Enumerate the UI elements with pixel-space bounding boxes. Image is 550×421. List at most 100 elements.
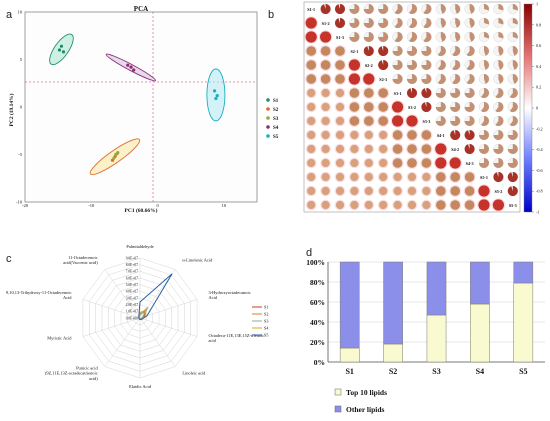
pca-xtick: 10 — [222, 203, 227, 208]
corr-circle — [335, 130, 345, 140]
pca-point-S4-3 — [132, 68, 136, 72]
pca-legend-label-S3: S3 — [273, 117, 279, 122]
corr-pie — [484, 74, 489, 84]
corr-circle — [321, 144, 330, 154]
corr-circle — [321, 200, 330, 210]
pca-xtick: -20 — [22, 203, 29, 208]
pca-point-S3-2 — [114, 152, 118, 157]
corr-circle — [364, 88, 374, 98]
corr-label: S1-1 — [307, 7, 315, 12]
pca-point-S5-1 — [212, 89, 217, 93]
corr-pie — [423, 4, 432, 14]
radar-axis-label: Palmitaldehyde — [126, 244, 153, 249]
radar-spoke — [82, 299, 141, 319]
radar-axis-label: Elaidic Acid — [129, 384, 152, 389]
corr-circle — [335, 102, 345, 112]
corr-pie — [481, 116, 489, 126]
corr-circle — [335, 88, 345, 98]
corr-circle — [320, 46, 331, 56]
radar-legend-label-S3: S3 — [264, 319, 268, 324]
pca-point-S3-1 — [112, 156, 116, 160]
corr-pie — [495, 102, 504, 112]
corr-circle — [350, 186, 359, 196]
corr-pie — [394, 18, 403, 28]
corr-label: S2-2 — [365, 63, 373, 68]
radar-spoke — [139, 317, 198, 337]
colorbar-tick-label: 0 — [536, 106, 538, 111]
panel-letter-d: d — [306, 247, 312, 259]
corr-pie — [481, 102, 489, 112]
corr-circle — [392, 101, 404, 113]
corr-label: S5-2 — [494, 189, 502, 194]
corr-pie — [437, 45, 446, 56]
corr-circle — [435, 143, 447, 155]
corr-circle — [436, 186, 446, 196]
corr-circle — [393, 200, 402, 210]
corr-pie — [334, 4, 345, 14]
panel-b: b S1-1S1-2S1-3S2-1S2-2S2-3S3-1S3-2S3-3S4… — [268, 2, 544, 215]
corr-pie — [363, 18, 374, 28]
radar-axis-label: α-Linolenic Acid — [182, 257, 213, 262]
corr-circle — [307, 172, 316, 182]
corr-pie — [484, 60, 489, 70]
radar-radial-tick: 0.0E+00 — [126, 316, 139, 320]
corr-pie — [464, 102, 475, 112]
corr-circle — [407, 200, 417, 210]
bar-S5-other — [513, 261, 534, 284]
bar-S1-top10 — [339, 347, 360, 363]
corr-pie — [392, 46, 403, 56]
corr-pie — [484, 32, 489, 39]
corr-circle — [321, 172, 330, 182]
corr-pie — [421, 74, 432, 84]
corr-circle — [335, 158, 345, 168]
corr-circle — [306, 60, 317, 70]
corr-circle — [407, 144, 417, 154]
corr-circle — [320, 60, 331, 70]
bar-S3-other — [426, 261, 447, 316]
corr-circle — [379, 186, 388, 196]
radar-axis-label-line: Acid — [63, 295, 72, 300]
corr-circle — [379, 200, 388, 210]
corr-circle — [350, 200, 359, 210]
radar-radial-tick: 4.0E+07 — [126, 290, 139, 294]
corr-circle — [335, 74, 345, 84]
corr-pie — [450, 102, 461, 112]
corr-circle — [335, 186, 345, 196]
corr-circle — [378, 102, 389, 112]
corr-pie — [464, 88, 475, 98]
corr-pie — [378, 18, 389, 28]
colorbar-tick-label: 0.8 — [536, 22, 541, 27]
panel-a: a PCA PC1 (60.66%) PC2 (19.14%) -20 -10 0 1… — [6, 5, 279, 214]
corr-pie — [450, 88, 461, 98]
corr-circle — [392, 158, 403, 168]
pca-legend-marker-S5 — [266, 134, 270, 138]
bar-S2-other — [383, 261, 403, 345]
corr-pie — [437, 60, 446, 70]
bar-legend-label: Top 10 lipids — [346, 388, 387, 397]
bar-legend-swatch-top10 — [334, 388, 342, 396]
pca-ytick: 5 — [20, 57, 23, 62]
pca-xtick: -10 — [88, 203, 95, 208]
corr-circle — [379, 144, 388, 154]
radar-axis-label: 11-Octadecenoic acid(Vaccenic acid) — [63, 255, 98, 265]
radar-axis-label: Punicic acid (9Z,11E,13Z-octadecatrienoic… — [45, 365, 99, 380]
corr-pie — [507, 172, 518, 182]
pca-point-S5-2 — [215, 94, 219, 98]
corr-pie — [349, 18, 360, 28]
corr-label: S5-3 — [509, 203, 517, 208]
corr-pie — [450, 116, 461, 126]
corr-circle — [349, 88, 360, 98]
corr-pie — [464, 116, 475, 126]
corr-pie — [469, 32, 475, 42]
corr-pie — [484, 46, 489, 56]
radar-axis-label-line: (9Z,11E,13Z-octadecatrienoic — [45, 371, 98, 377]
radar-axis-label-line: acid) — [89, 376, 98, 381]
corr-label: S1-3 — [336, 35, 344, 40]
corr-pie — [484, 18, 489, 25]
corr-circle — [307, 88, 316, 98]
corr-pie — [378, 46, 389, 56]
corr-pie — [421, 46, 432, 56]
radar-radial-tick: 9.0E+07 — [126, 256, 139, 260]
corr-circle — [478, 185, 490, 197]
bar-S2-top10 — [383, 343, 403, 363]
